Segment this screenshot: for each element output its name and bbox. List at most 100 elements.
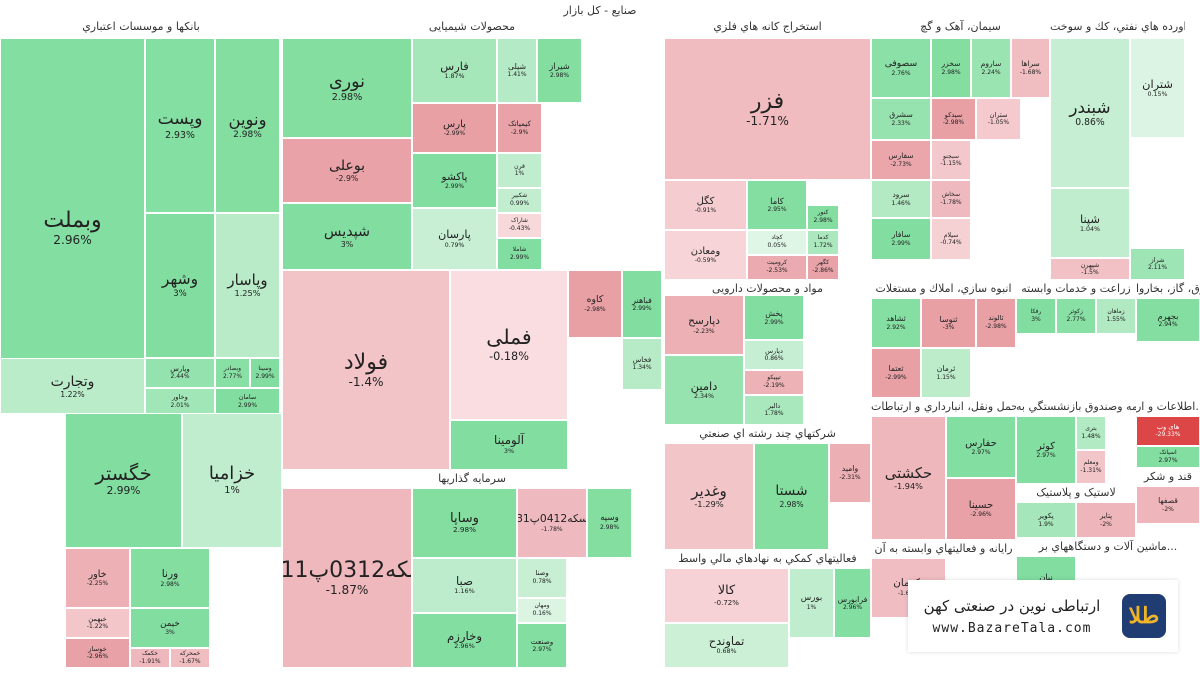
treemap-cell[interactable]: سفارس -2.73% xyxy=(871,140,931,180)
treemap-cell[interactable]: وصنا 0.78% xyxy=(517,558,567,598)
treemap-cell[interactable]: خیمن 3% xyxy=(130,608,210,648)
treemap-cell[interactable]: کاوه -2.98% xyxy=(568,270,622,338)
treemap-cell[interactable]: ومعلم -1.31% xyxy=(1076,450,1106,484)
treemap-cell[interactable]: تیپیکو -2.19% xyxy=(744,370,804,395)
treemap-cell[interactable]: ثعتما -2.99% xyxy=(871,348,921,398)
treemap-cell[interactable]: خبهمن -1.22% xyxy=(65,608,130,638)
treemap-cell[interactable]: دپارس 0.86% xyxy=(744,340,804,370)
treemap-cell[interactable]: بجهرم 2.94% xyxy=(1136,298,1200,342)
treemap-cell[interactable]: دپارسح -2.23% xyxy=(664,295,744,355)
treemap-cell[interactable]: بورس 1% xyxy=(789,568,834,638)
treemap-cell[interactable]: سبجنو -1.15% xyxy=(931,140,971,180)
treemap-cell[interactable]: سیدکو -2.98% xyxy=(931,98,976,140)
treemap-cell[interactable]: ثرمان 1.15% xyxy=(921,348,971,398)
treemap-cell[interactable]: خوساز -2.96% xyxy=(65,638,130,668)
treemap-cell[interactable]: اسیاتک 2.97% xyxy=(1136,446,1200,468)
treemap-cell[interactable]: پخش 2.99% xyxy=(744,295,804,340)
treemap-cell[interactable]: قرن 1% xyxy=(497,153,542,188)
treemap-cell[interactable]: ومعادن -0.59% xyxy=(664,230,747,280)
treemap-cell[interactable]: بتری 1.48% xyxy=(1076,416,1106,450)
treemap-cell[interactable]: سامان 2.99% xyxy=(215,388,280,415)
treemap-cell[interactable]: خکمک -1.91% xyxy=(130,648,170,668)
treemap-cell[interactable]: وغدیر -1.29% xyxy=(664,443,754,550)
treemap-cell[interactable]: ثشاهد 2.92% xyxy=(871,298,921,348)
treemap-cell[interactable]: فملی -0.18% xyxy=(450,270,568,420)
treemap-cell[interactable]: کالا -0.72% xyxy=(664,568,789,623)
treemap-cell[interactable]: کگهر -2.86% xyxy=(807,255,839,280)
treemap-cell[interactable]: ثنوسا -3% xyxy=(921,298,976,348)
treemap-cell[interactable]: وپست 2.93% xyxy=(145,38,215,213)
treemap-cell[interactable]: شراز 2.11% xyxy=(1130,248,1185,280)
treemap-cell[interactable]: سرود 1.46% xyxy=(871,180,931,218)
treemap-cell[interactable]: خگستر 2.99% xyxy=(65,413,182,548)
treemap-cell[interactable]: تماوندح 0.68% xyxy=(664,623,789,668)
treemap-cell[interactable]: شاراک -0.43% xyxy=(497,213,542,238)
treemap-cell[interactable]: پارس -2.99% xyxy=(412,103,497,153)
treemap-cell[interactable]: حفارس 2.97% xyxy=(946,416,1016,478)
treemap-cell[interactable]: نوری 2.98% xyxy=(282,38,412,138)
treemap-cell[interactable]: وپاسار 1.25% xyxy=(215,213,280,358)
treemap-cell[interactable]: وسینا 2.99% xyxy=(250,358,280,388)
treemap-cell[interactable]: حسینا -2.96% xyxy=(946,478,1016,540)
treemap-cell[interactable]: وخارزم 2.96% xyxy=(412,613,517,668)
treemap-cell[interactable]: فخاس 1.34% xyxy=(622,338,662,390)
treemap-cell[interactable]: کرومیت -2.53% xyxy=(747,255,807,280)
treemap-cell[interactable]: صبا 1.16% xyxy=(412,558,517,613)
treemap-cell[interactable]: وشهر 3% xyxy=(145,213,215,358)
treemap-cell[interactable]: سخاش -1.78% xyxy=(931,180,971,218)
treemap-cell[interactable]: زکوثر 2.77% xyxy=(1056,298,1096,334)
treemap-cell[interactable]: حکشتی -1.94% xyxy=(871,416,946,540)
treemap-cell[interactable]: وسپه 2.98% xyxy=(587,488,632,558)
treemap-cell[interactable]: کچاد 0.05% xyxy=(747,230,807,255)
treemap-cell[interactable]: سشرق 2.33% xyxy=(871,98,931,140)
treemap-cell[interactable]: کنور 2.98% xyxy=(807,205,839,230)
treemap-cell[interactable]: سکه0312پ011-1.87% xyxy=(282,488,412,668)
treemap-cell[interactable]: خزامیا 1% xyxy=(182,413,282,548)
treemap-cell[interactable]: وامید -2.31% xyxy=(829,443,871,503)
treemap-cell[interactable]: بوعلی -2.9% xyxy=(282,138,412,203)
treemap-cell[interactable]: دامین 2.34% xyxy=(664,355,744,425)
treemap-cell[interactable]: ورنا 2.98% xyxy=(130,548,210,608)
treemap-cell[interactable]: آلومینا 3% xyxy=(450,420,568,470)
treemap-cell[interactable]: وخاور 2.01% xyxy=(145,388,215,415)
treemap-cell[interactable]: فرابورس 2.96% xyxy=(834,568,871,638)
treemap-cell[interactable]: کاما 2.95% xyxy=(747,180,807,230)
treemap-cell[interactable]: ونوین 2.98% xyxy=(215,38,280,213)
treemap-cell[interactable]: سخزر 2.98% xyxy=(931,38,971,98)
treemap-cell[interactable]: کیمیاتک -2.9% xyxy=(497,103,542,153)
treemap-cell[interactable]: وبملت 2.96% xyxy=(0,38,145,418)
treemap-cell[interactable]: پارسان 0.79% xyxy=(412,208,497,270)
treemap-cell[interactable]: فزر -1.71% xyxy=(664,38,871,180)
treemap-cell[interactable]: شاملا 2.99% xyxy=(497,238,542,270)
treemap-cell[interactable]: فارس 1.87% xyxy=(412,38,497,103)
treemap-cell[interactable]: دالبر 1.78% xyxy=(744,395,804,425)
treemap-cell[interactable]: فباهنر 2.99% xyxy=(622,270,662,338)
treemap-cell[interactable]: شستا 2.98% xyxy=(754,443,829,550)
treemap-cell[interactable]: سکه0412پ31 -1.78% xyxy=(517,488,587,558)
treemap-cell[interactable]: زماهان 1.55% xyxy=(1096,298,1136,334)
treemap-cell[interactable]: شیلی 1.41% xyxy=(497,38,537,103)
treemap-cell[interactable]: سافار 2.99% xyxy=(871,218,931,260)
treemap-cell[interactable]: وبصادر 2.77% xyxy=(215,358,250,388)
treemap-cell[interactable]: سراها -1.68% xyxy=(1011,38,1050,98)
treemap-cell[interactable]: کگل -0.91% xyxy=(664,180,747,230)
treemap-cell[interactable]: وصنعت 2.97% xyxy=(517,623,567,668)
treemap-cell[interactable]: وتجارت 1.22% xyxy=(0,358,145,415)
treemap-cell[interactable]: شپدیس 3% xyxy=(282,203,412,270)
treemap-cell[interactable]: ثالوند -2.98% xyxy=(976,298,1016,348)
treemap-cell[interactable]: ساروم 2.24% xyxy=(971,38,1011,98)
treemap-cell[interactable]: شیراز 2.98% xyxy=(537,38,582,103)
treemap-cell[interactable]: قصفها -2% xyxy=(1136,486,1200,524)
treemap-cell[interactable]: ستران -1.05% xyxy=(976,98,1021,140)
treemap-cell[interactable]: ومهان 0.16% xyxy=(517,598,567,623)
treemap-cell[interactable]: شپهرن -1.5% xyxy=(1050,258,1130,280)
treemap-cell[interactable]: خمحرکه -1.67% xyxy=(170,648,210,668)
treemap-cell[interactable]: کوثر 2.97% xyxy=(1016,416,1076,484)
treemap-cell[interactable]: شبندر 0.86% xyxy=(1050,38,1130,188)
treemap-cell[interactable]: خاور -2.25% xyxy=(65,548,130,608)
treemap-cell[interactable]: سیلام -0.74% xyxy=(931,218,971,260)
treemap-cell[interactable]: فولاد -1.4% xyxy=(282,270,450,470)
treemap-cell[interactable]: شکبیر 0.99% xyxy=(497,188,542,213)
treemap-cell[interactable]: وپارس 2.44% xyxy=(145,358,215,388)
treemap-cell[interactable]: پاکشو 2.99% xyxy=(412,153,497,208)
